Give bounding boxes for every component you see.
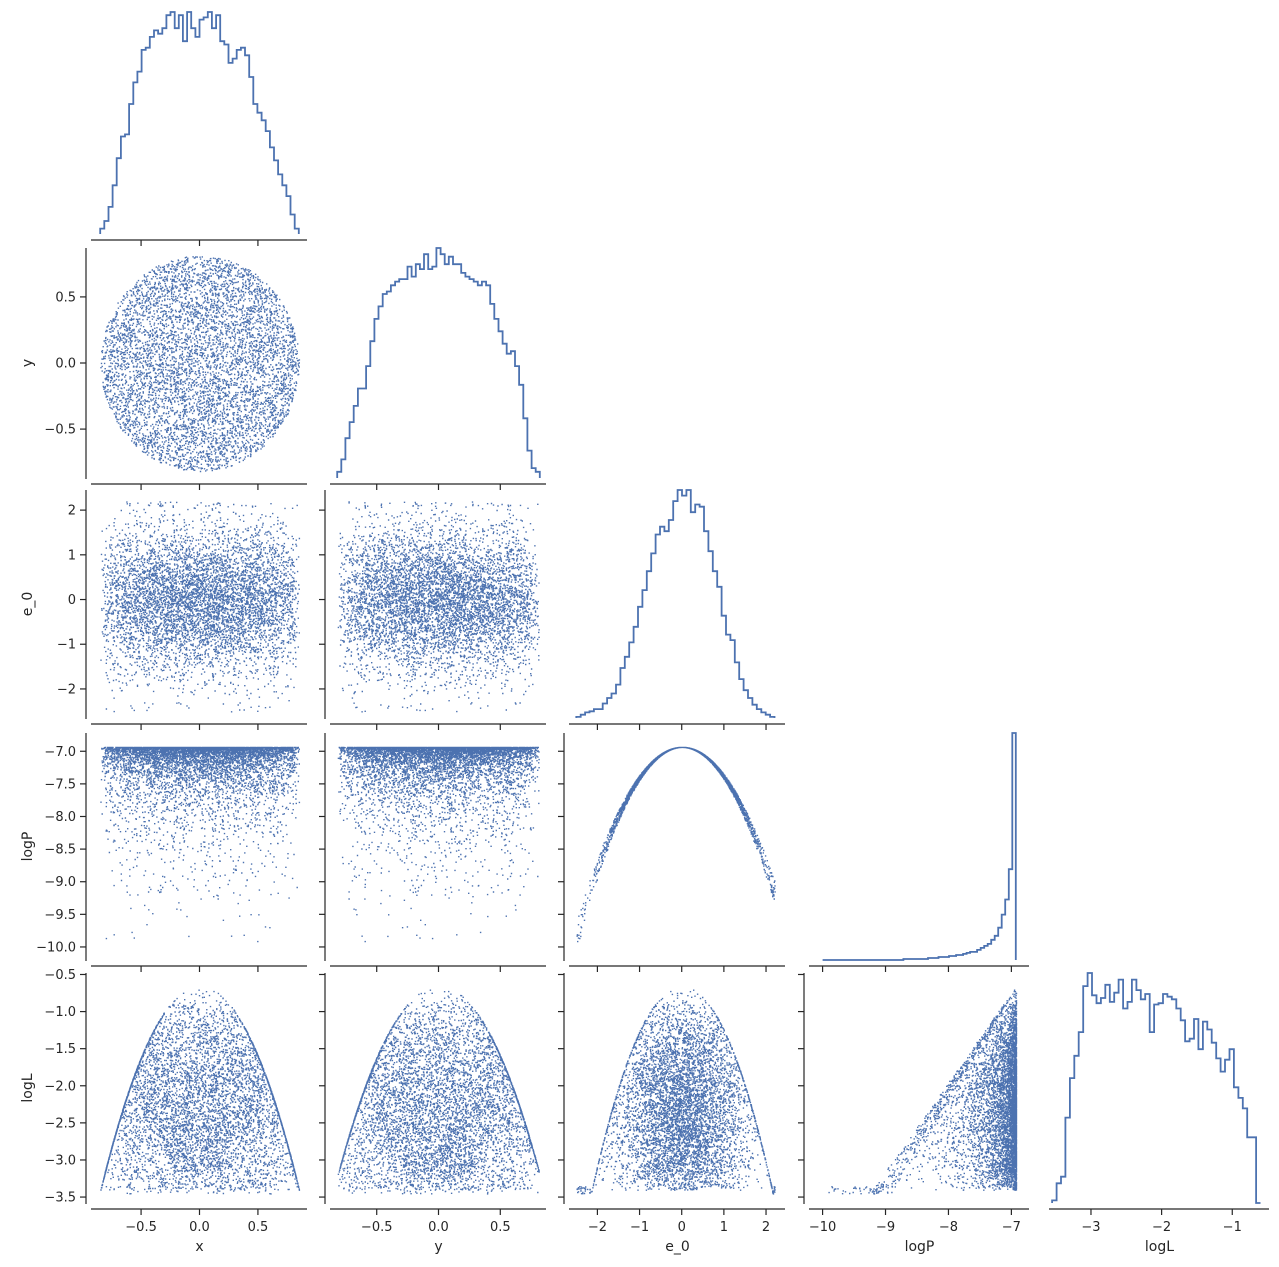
- scatter-panel-y-logL: [337, 989, 540, 1195]
- x-tick-label: −1: [1223, 1220, 1242, 1235]
- scatter-points-x-e_0: [100, 501, 301, 713]
- histogram-y: [336, 247, 541, 478]
- y-tick-label: 0.5: [55, 290, 76, 305]
- x-tick-label: −0.5: [361, 1220, 393, 1235]
- scatter-points-e_0-logL: [576, 989, 776, 1195]
- scatter-points-logP-logL: [828, 989, 1018, 1195]
- histogram-logP: [822, 732, 1017, 961]
- scatter-points-y-logP: [337, 746, 540, 943]
- x-axis-label-logL: logL: [1145, 1239, 1174, 1255]
- y-tick-label: 2: [68, 504, 76, 519]
- scatter-points-y-e_0: [337, 501, 540, 713]
- x-tick-label: 1: [720, 1220, 728, 1235]
- y-tick-label: −7.5: [44, 777, 76, 792]
- y-tick-label: −8.0: [44, 810, 76, 825]
- y-tick-label: −9.5: [44, 908, 76, 923]
- x-tick-label: 0.0: [189, 1220, 210, 1235]
- x-tick-label: −2: [588, 1220, 607, 1235]
- scatter-points-e_0-logP: [576, 746, 776, 943]
- x-tick-label: −1: [630, 1220, 649, 1235]
- y-tick-label: −1: [57, 638, 76, 653]
- y-tick-label: −3.0: [44, 1153, 76, 1168]
- scatter-points-x-logL: [100, 989, 301, 1195]
- y-tick-label: −1.0: [44, 1005, 76, 1020]
- y-tick-label: −2: [57, 682, 76, 697]
- y-tick-label: −9.0: [44, 875, 76, 890]
- y-axis-label-logP: logP: [20, 832, 36, 862]
- histogram-logL: [1051, 972, 1261, 1204]
- y-tick-label: −0.5: [44, 968, 76, 983]
- y-tick-label: −1.5: [44, 1042, 76, 1057]
- y-tick-label: −8.5: [44, 843, 76, 858]
- chart-axes: −0.50.00.5−2−1012−10.0−9.5−9.0−8.5−8.0−7…: [20, 239, 1269, 1255]
- y-tick-label: −7.0: [44, 745, 76, 760]
- scatter-panel-e_0-logL: [576, 989, 776, 1195]
- x-axis-label-e_0: e_0: [665, 1239, 690, 1255]
- scatter-panel-x-logL: [100, 989, 301, 1195]
- x-tick-label: 0.0: [428, 1220, 449, 1235]
- y-tick-label: −0.5: [44, 423, 76, 438]
- x-tick-label: −2: [1152, 1220, 1171, 1235]
- x-tick-label: −3: [1081, 1220, 1100, 1235]
- y-tick-label: 0.0: [55, 357, 76, 372]
- x-tick-label: 0.5: [248, 1220, 269, 1235]
- scatter-points-x-logP: [100, 746, 301, 943]
- scatter-points-x-y: [100, 256, 301, 473]
- scatter-panel-y-logP: [337, 746, 540, 943]
- y-axis-label-y: y: [20, 359, 36, 367]
- scatter-points-y-logL: [337, 989, 540, 1195]
- chart-marks: [99, 11, 1261, 1204]
- scatter-panel-e_0-logP: [576, 746, 776, 943]
- scatter-panel-x-logP: [100, 746, 301, 943]
- scatter-panel-y-e_0: [337, 501, 540, 713]
- y-axis-label-logL: logL: [20, 1073, 36, 1102]
- histogram-x: [99, 11, 300, 234]
- y-tick-label: −10.0: [36, 940, 76, 955]
- x-axis-label-x: x: [195, 1239, 203, 1255]
- y-axis-label-e_0: e_0: [20, 592, 36, 617]
- x-tick-label: 2: [762, 1220, 770, 1235]
- scatter-panel-x-e_0: [100, 501, 301, 713]
- x-tick-label: 0.5: [490, 1220, 511, 1235]
- y-tick-label: 0: [68, 593, 76, 608]
- x-tick-label: −0.5: [125, 1220, 157, 1235]
- x-tick-label: −9: [876, 1220, 895, 1235]
- x-tick-label: −8: [939, 1220, 958, 1235]
- x-tick-label: −7: [1002, 1220, 1021, 1235]
- x-axis-label-y: y: [434, 1239, 442, 1255]
- scatter-panel-x-y: [100, 256, 301, 473]
- y-tick-label: −2.5: [44, 1116, 76, 1131]
- x-tick-label: 0: [678, 1220, 686, 1235]
- histogram-e_0: [575, 489, 776, 718]
- y-tick-label: 1: [68, 548, 76, 563]
- x-tick-label: −10: [809, 1220, 836, 1235]
- x-axis-label-logP: logP: [905, 1239, 935, 1255]
- scatter-panel-logP-logL: [828, 989, 1018, 1195]
- y-tick-label: −2.0: [44, 1079, 76, 1094]
- y-tick-label: −3.5: [44, 1191, 76, 1206]
